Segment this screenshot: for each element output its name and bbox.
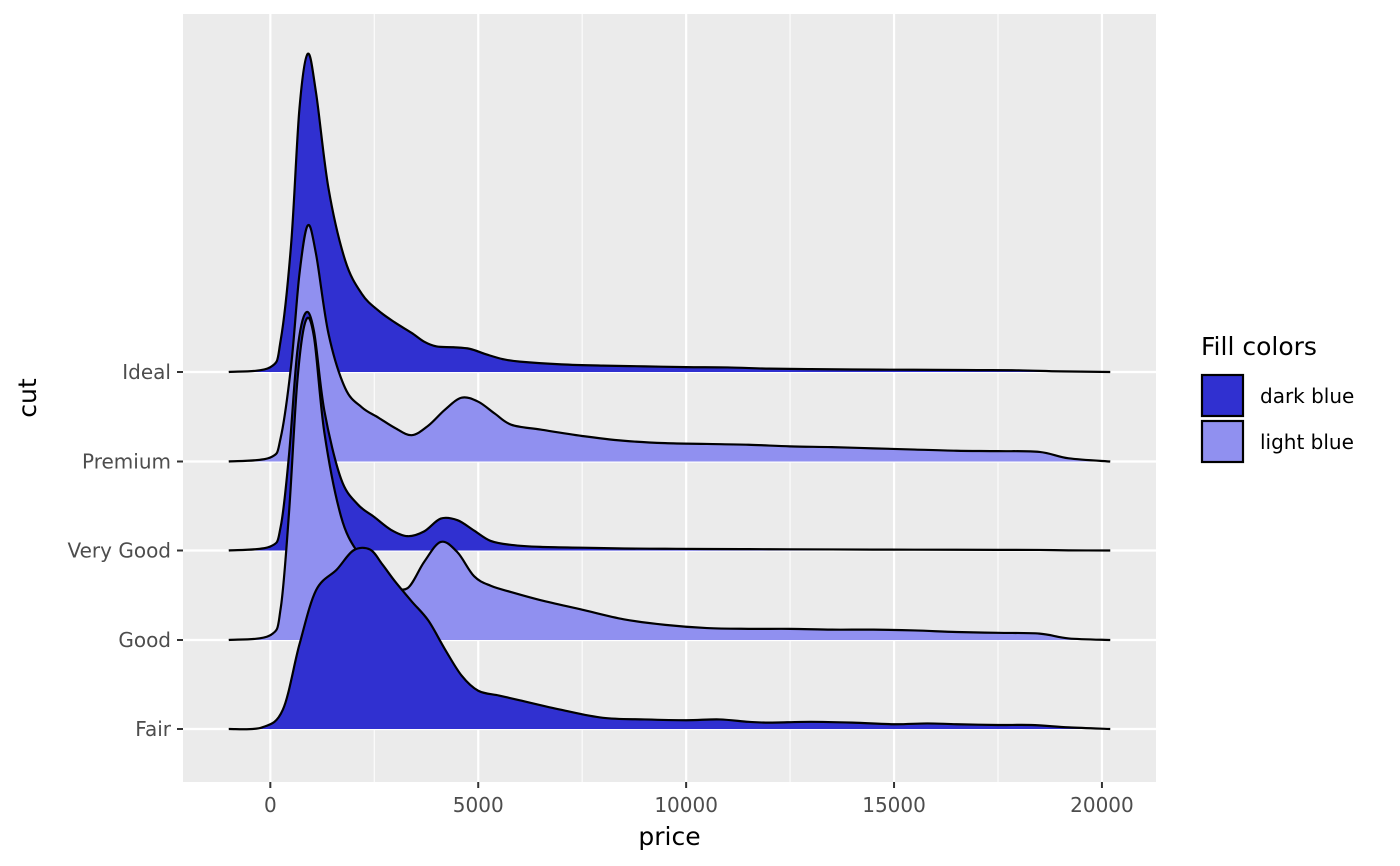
y-tick-label: Fair — [135, 717, 171, 741]
legend-label: light blue — [1260, 430, 1354, 454]
y-tick-label: Ideal — [122, 360, 171, 384]
x-tick-label: 15000 — [862, 793, 926, 817]
legend-swatch — [1200, 373, 1245, 418]
x-axis: 0 5000 10000 15000 20000 — [264, 782, 1134, 817]
y-tick-label: Very Good — [67, 539, 171, 563]
legend-label: dark blue — [1260, 384, 1354, 408]
x-axis-title: price — [638, 822, 700, 851]
ridge-fill — [228, 317, 1111, 640]
ridge-outline — [228, 52, 1111, 374]
legend-items: dark blue light blue — [1200, 373, 1354, 464]
ridge-outline — [228, 310, 1111, 552]
ridge-outline — [228, 316, 1111, 642]
legend-item-light-blue: light blue — [1200, 419, 1354, 464]
x-tick-label: 0 — [264, 793, 277, 817]
y-axis-title: cut — [13, 378, 42, 418]
legend-title: Fill colors — [1201, 332, 1317, 361]
ridges — [228, 52, 1111, 731]
x-tick-label: 10000 — [654, 793, 718, 817]
ridge-outline — [228, 223, 1111, 463]
ridge-good — [228, 316, 1111, 642]
legend-swatch — [1200, 419, 1245, 464]
y-tick-label: Good — [118, 628, 171, 652]
legend-item-dark-blue: dark blue — [1200, 373, 1354, 418]
ridge-outline — [228, 546, 1111, 731]
ridge-fair — [228, 546, 1111, 731]
legend: Fill colors dark blue light blue — [1200, 332, 1354, 464]
x-tick-label: 20000 — [1070, 793, 1134, 817]
y-tick-label: Premium — [82, 450, 171, 474]
ridge-fill — [228, 547, 1111, 730]
y-axis: Fair Good Very Good Premium Ideal — [67, 360, 183, 741]
x-tick-label: 5000 — [453, 793, 504, 817]
